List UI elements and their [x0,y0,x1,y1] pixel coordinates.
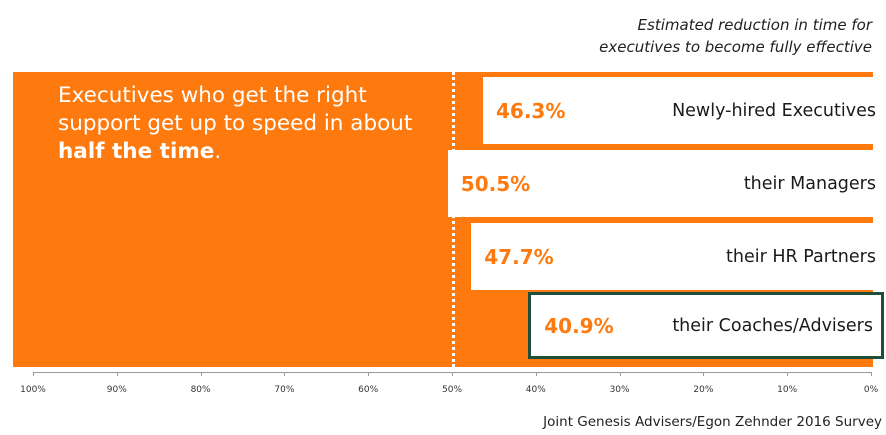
x-tick-mark [116,372,118,376]
bar-value-label: 40.9% [544,313,614,338]
x-tick-mark [33,372,34,376]
x-tick-label: 20% [693,385,714,395]
x-tick-label: 30% [609,385,630,395]
x-tick-mark [703,372,705,376]
bar-0: 46.3% Newly-hired Executives [483,77,884,144]
x-tick-label: 0% [863,385,879,395]
bar-category-label: their Managers [743,173,876,194]
bar-3: 40.9% their Coaches/Advisers [528,292,884,359]
x-tick-mark [787,372,789,376]
x-tick-label: 10% [777,385,798,395]
source-note: Joint Genesis Advisers/Egon Zehnder 2016… [543,414,882,430]
subtitle-line-2: executives to become fully effective [599,38,872,56]
x-tick-label: 80% [190,385,211,395]
bar-category-label: their Coaches/Advisers [672,315,873,336]
bar-2: 47.7% their HR Partners [471,223,884,290]
x-tick-mark [871,372,872,376]
x-tick-label: 50% [441,385,463,395]
headline-bold: half the time [58,139,215,164]
x-tick-label: 90% [106,385,127,395]
reference-line-50pct [452,72,455,367]
bar-value-label: 46.3% [496,98,566,123]
subtitle-line-1: Estimated reduction in time for [637,16,872,34]
bar-category-label: their HR Partners [726,246,876,267]
bar-value-label: 50.5% [460,171,531,196]
x-tick-label: 100% [20,385,46,395]
x-tick-label: 60% [358,385,379,395]
x-tick-label: 70% [274,385,295,395]
bar-value-label: 47.7% [484,244,554,269]
bar-category-label: Newly-hired Executives [672,100,876,121]
x-tick-label: 40% [525,385,546,395]
chart-subtitle: Estimated reduction in time for executiv… [599,14,872,58]
x-axis: 100% 90% 80% 70% 60% 50% 40% 30% 20% 10% 0% [20,372,878,400]
bar-1: 50.5% their Managers [447,150,884,217]
headline-part-2: . [214,139,222,164]
x-tick-mark [535,372,537,376]
headline-part-1: Executives who get the right support get… [58,83,413,136]
headline-text: Executives who get the right support get… [58,82,418,166]
x-tick-mark [452,372,453,376]
x-tick-mark [200,372,202,376]
x-tick-mark [284,372,286,376]
x-tick-mark [619,372,621,376]
x-tick-mark [368,372,370,376]
